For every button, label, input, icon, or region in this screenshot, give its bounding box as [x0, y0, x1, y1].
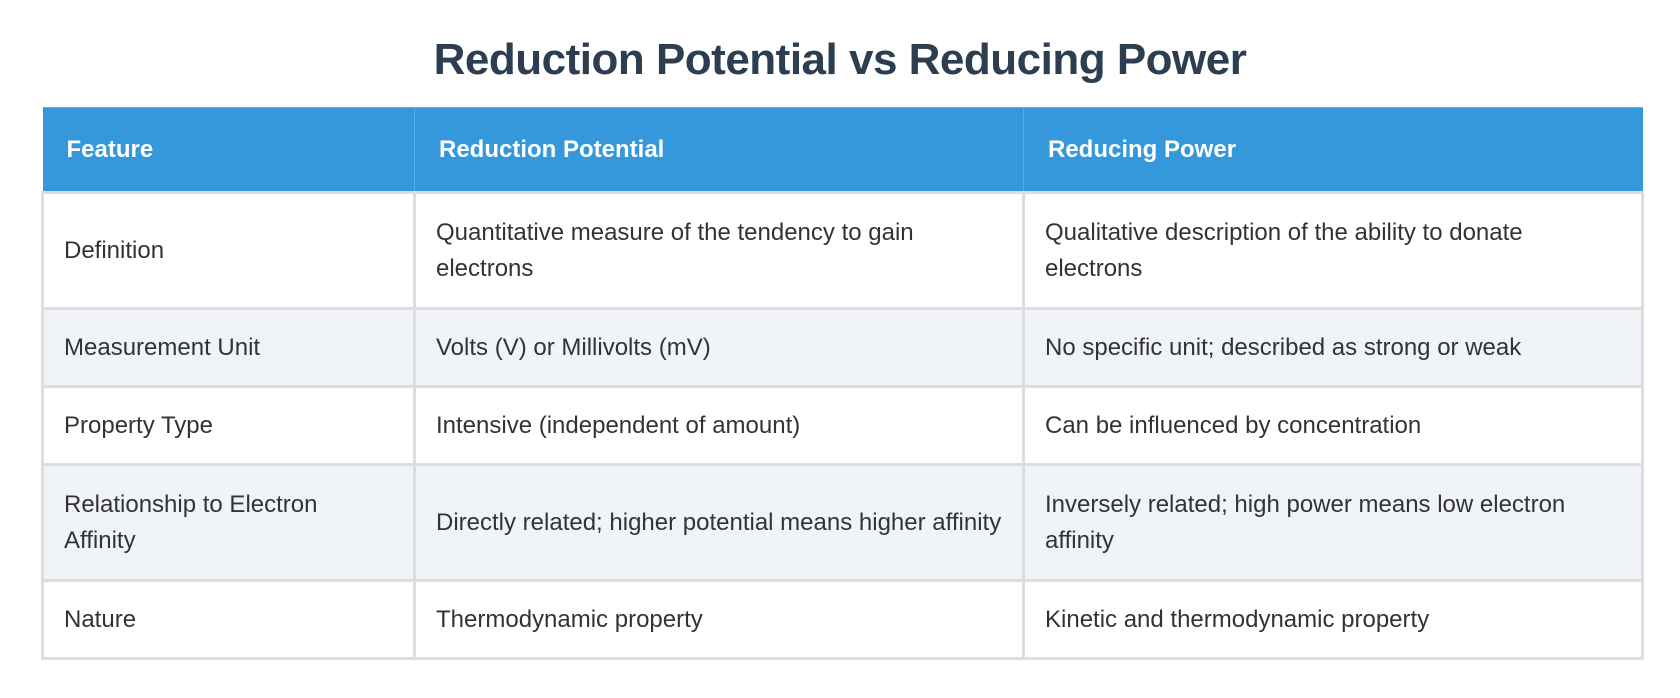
column-header-reduction-potential: Reduction Potential	[414, 107, 1024, 193]
cell-reducing-power: Kinetic and thermodynamic property	[1022, 579, 1644, 660]
comparison-table: Feature Reduction Potential Reducing Pow…	[41, 107, 1644, 660]
table-row-property-type: Property Type Intensive (independent of …	[41, 385, 1644, 466]
header-row: Feature Reduction Potential Reducing Pow…	[42, 107, 1643, 193]
cell-feature: Relationship to Electron Affinity	[41, 463, 416, 582]
column-header-feature: Feature	[42, 107, 415, 193]
column-header-reducing-power: Reducing Power	[1023, 107, 1643, 193]
cell-feature: Measurement Unit	[41, 307, 416, 388]
cell-reducing-power: Qualitative description of the ability t…	[1022, 191, 1644, 310]
cell-feature: Definition	[41, 191, 416, 310]
cell-feature: Property Type	[41, 385, 416, 466]
cell-reduction-potential: Intensive (independent of amount)	[413, 385, 1025, 466]
cell-reducing-power: Inversely related; high power means low …	[1022, 463, 1644, 582]
page-title: Reduction Potential vs Reducing Power	[433, 35, 1247, 84]
table-row-definition: Definition Quantitative measure of the t…	[41, 191, 1644, 310]
cell-reduction-potential: Thermodynamic property	[413, 579, 1025, 660]
table-row-measurement-unit: Measurement Unit Volts (V) or Millivolts…	[41, 307, 1644, 388]
cell-reduction-potential: Quantitative measure of the tendency to …	[413, 191, 1025, 310]
table-header: Feature Reduction Potential Reducing Pow…	[42, 107, 1643, 193]
cell-reducing-power: Can be influenced by concentration	[1022, 385, 1644, 466]
cell-reduction-potential: Volts (V) or Millivolts (mV)	[413, 307, 1025, 388]
cell-reducing-power: No specific unit; described as strong or…	[1022, 307, 1644, 388]
table-row-nature: Nature Thermodynamic property Kinetic an…	[41, 579, 1644, 660]
cell-feature: Nature	[41, 579, 416, 660]
cell-reduction-potential: Directly related; higher potential means…	[413, 463, 1025, 582]
table-body: Definition Quantitative measure of the t…	[41, 191, 1644, 660]
table-row-relationship-to-electron-affinity: Relationship to Electron Affinity Direct…	[41, 463, 1644, 582]
